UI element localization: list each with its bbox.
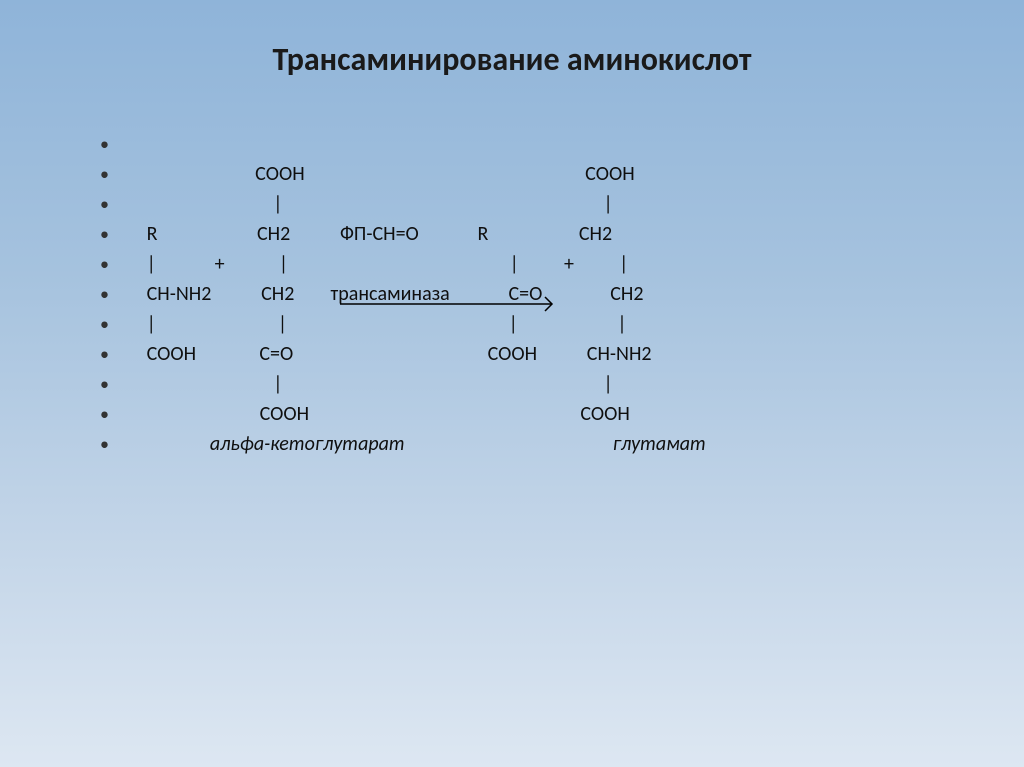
slide: Трансаминирование аминокислот •• СООН СО… [0,0,1024,767]
line-text: R CH2 ФП-СН=О R CH2 [124,222,612,246]
bullet-icon: • [100,369,124,399]
line-text: | | | | [124,312,627,336]
line-text: COOH C=O COOH CH-NH2 [124,342,652,366]
content-line: • | + | | + | [100,249,964,279]
bullet-icon: • [100,309,124,339]
bullet-icon: • [100,429,124,459]
bullet-icon: • [100,219,124,249]
content-line: • | | | | [100,309,964,339]
content-line: • CH-NH2 CH2 трансаминаза С=О CH2 [100,279,964,309]
content-line: • | | [100,189,964,219]
bullet-icon: • [100,399,124,429]
content-line: • [100,129,964,159]
content-line: • R CH2 ФП-СН=О R CH2 [100,219,964,249]
content-line: • альфа-кетоглутарат глутамат [100,429,964,459]
bullet-icon: • [100,279,124,309]
content-line: • COOH COOH [100,399,964,429]
content-line: • | | [100,369,964,399]
line-text: COOH COOH [124,402,630,426]
content-line: • COOH C=O COOH CH-NH2 [100,339,964,369]
line-text: | | [124,192,613,216]
content-line: • СООН СООН [100,159,964,189]
line-text: CH-NH2 CH2 трансаминаза С=О CH2 [124,282,643,306]
line-text: | + | | + | [124,252,628,276]
line-text: альфа-кетоглутарат глутамат [124,432,706,456]
line-text: СООН СООН [124,162,635,186]
bullet-icon: • [100,189,124,219]
bullet-icon: • [100,249,124,279]
bullet-icon: • [100,339,124,369]
bullet-icon: • [100,159,124,189]
line-text: | | [124,372,613,396]
bullet-icon: • [100,129,124,159]
slide-title: Трансаминирование аминокислот [60,40,964,79]
slide-content: •• СООН СООН• | [60,129,964,459]
